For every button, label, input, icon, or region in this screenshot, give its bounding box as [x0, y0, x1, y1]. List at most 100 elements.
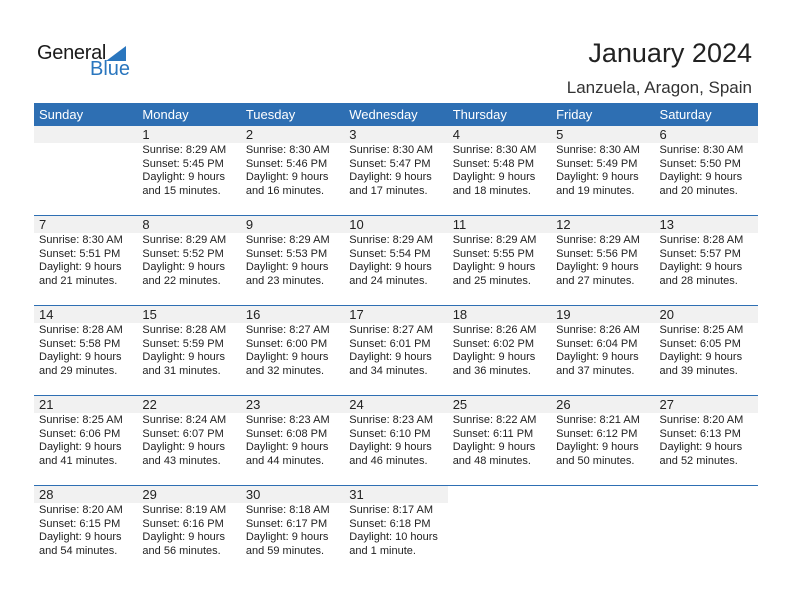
weekday-sunday: Sunday: [39, 107, 84, 122]
sunset-text: Sunset: 6:01 PM: [349, 337, 431, 350]
day-number: 20: [654, 306, 758, 323]
sunrise-text: Sunrise: 8:23 AM: [349, 414, 434, 426]
day-details: Sunrise: 8:26 AM Sunset: 6:04 PM Daylight:…: [551, 323, 654, 378]
day-details: Sunrise: 8:23 AM Sunset: 6:10 PM Daylight:…: [344, 413, 447, 468]
day-details: Sunrise: 8:29 AM Sunset: 5:52 PM Daylight:…: [137, 233, 240, 288]
day-details: Sunrise: 8:29 AM Sunset: 5:56 PM Daylight:…: [551, 233, 654, 288]
day-cell: 13 Sunrise: 8:28 AM Sunset: 5:57 PM Dayligh…: [654, 216, 758, 305]
daylight-minutes-text: and 44 minutes.: [245, 454, 325, 467]
daylight-text: Daylight: 9 hours: [349, 351, 432, 363]
day-number: 24: [344, 396, 448, 413]
sunset-text: Sunset: 5:57 PM: [659, 247, 741, 260]
daylight-minutes-text: and 18 minutes.: [452, 184, 531, 197]
week-row: 28 Sunrise: 8:20 AM Sunset: 6:15 PM Dayligh…: [34, 485, 758, 575]
sunset-text: Sunset: 5:51 PM: [39, 247, 121, 260]
daylight-minutes-text: and 19 minutes.: [556, 184, 635, 197]
sunset-text: Sunset: 6:10 PM: [349, 427, 431, 440]
sunrise-text: Sunrise: 8:21 AM: [556, 414, 640, 426]
daylight-minutes-text: and 56 minutes.: [142, 544, 221, 557]
day-number: 26: [551, 396, 655, 413]
sunset-text: Sunset: 6:08 PM: [245, 427, 328, 440]
day-cell: 11 Sunrise: 8:29 AM Sunset: 5:55 PM Dayligh…: [447, 216, 552, 305]
daylight-minutes-text: and 28 minutes.: [659, 274, 738, 287]
daylight-minutes-text: and 52 minutes.: [659, 454, 738, 467]
daylight-minutes-text: and 25 minutes.: [452, 274, 531, 287]
day-cell: 17 Sunrise: 8:27 AM Sunset: 6:01 PM Dayligh…: [344, 306, 448, 395]
day-cell: 1 Sunrise: 8:29 AM Sunset: 5:45 PM Daylight…: [137, 126, 241, 216]
day-cell: 9 Sunrise: 8:29 AM Sunset: 5:53 PM Daylight…: [240, 216, 345, 305]
daylight-minutes-text: and 17 minutes.: [349, 184, 428, 197]
day-cell: 20 Sunrise: 8:25 AM Sunset: 6:05 PM Dayligh…: [654, 306, 758, 395]
day-cell: 30 Sunrise: 8:18 AM Sunset: 6:17 PM Dayligh…: [240, 486, 345, 575]
logo-text-blue: Blue: [90, 58, 131, 80]
day-cell: 26 Sunrise: 8:21 AM Sunset: 6:12 PM Dayligh…: [551, 396, 655, 485]
day-details: Sunrise: 8:29 AM Sunset: 5:54 PM Daylight:…: [344, 233, 447, 288]
day-cell: 12 Sunrise: 8:29 AM Sunset: 5:56 PM Dayligh…: [551, 216, 655, 305]
day-number: 21: [34, 396, 138, 413]
week-row: 21 Sunrise: 8:25 AM Sunset: 6:06 PM Dayligh…: [34, 395, 758, 485]
day-details: Sunrise: 8:30 AM Sunset: 5:46 PM Daylight:…: [241, 143, 344, 198]
day-details: Sunrise: 8:28 AM Sunset: 5:58 PM Daylight:…: [34, 323, 137, 378]
daylight-minutes-text: and 27 minutes.: [556, 274, 635, 287]
sunrise-text: Sunrise: 8:25 AM: [39, 414, 123, 426]
logo-text-general: General: [37, 42, 107, 64]
day-number: 30: [240, 486, 345, 503]
daylight-text: Daylight: 9 hours: [659, 261, 743, 273]
daylight-minutes-text: and 34 minutes.: [349, 364, 428, 377]
daylight-text: Daylight: 9 hours: [556, 351, 639, 363]
empty-cell: [655, 486, 758, 575]
daylight-minutes-text: and 23 minutes.: [245, 274, 325, 287]
sunrise-text: Sunrise: 8:26 AM: [452, 324, 537, 336]
day-details: Sunrise: 8:30 AM Sunset: 5:48 PM Daylight:…: [448, 143, 551, 198]
sunrise-text: Sunrise: 8:26 AM: [556, 324, 640, 336]
daylight-text: Daylight: 9 hours: [452, 261, 536, 273]
sunset-text: Sunset: 6:04 PM: [556, 337, 638, 350]
day-details: Sunrise: 8:22 AM Sunset: 6:11 PM Daylight:…: [448, 413, 551, 468]
sunrise-text: Sunrise: 8:30 AM: [452, 144, 537, 156]
day-cell: 15 Sunrise: 8:28 AM Sunset: 5:59 PM Dayligh…: [137, 306, 241, 395]
daylight-minutes-text: and 54 minutes.: [39, 544, 118, 557]
sunrise-text: Sunrise: 8:19 AM: [142, 504, 227, 516]
daylight-minutes-text: and 43 minutes.: [142, 454, 221, 467]
day-number: 17: [344, 306, 448, 323]
empty-cell: [551, 486, 654, 575]
sunrise-text: Sunrise: 8:28 AM: [39, 324, 123, 336]
sunset-text: Sunset: 5:58 PM: [39, 337, 121, 350]
daylight-minutes-text: and 15 minutes.: [142, 184, 221, 197]
daylight-text: Daylight: 9 hours: [245, 351, 329, 363]
day-cell: 3 Sunrise: 8:30 AM Sunset: 5:47 PM Daylight…: [344, 126, 448, 216]
day-details: Sunrise: 8:18 AM Sunset: 6:17 PM Daylight:…: [241, 503, 344, 558]
weekday-friday: Friday: [556, 107, 593, 122]
day-number: 29: [137, 486, 241, 503]
empty-cell: [448, 486, 551, 575]
day-details: Sunrise: 8:27 AM Sunset: 6:01 PM Daylight:…: [344, 323, 447, 378]
day-details: Sunrise: 8:23 AM Sunset: 6:08 PM Daylight:…: [241, 413, 344, 468]
sunset-text: Sunset: 5:52 PM: [142, 247, 224, 260]
daylight-minutes-text: and 50 minutes.: [556, 454, 635, 467]
sunset-text: Sunset: 5:55 PM: [452, 247, 535, 260]
day-number: 2: [240, 126, 345, 143]
sunrise-text: Sunrise: 8:29 AM: [142, 144, 227, 156]
day-cell: 18 Sunrise: 8:26 AM Sunset: 6:02 PM Dayligh…: [447, 306, 552, 395]
week-row: 1 Sunrise: 8:29 AM Sunset: 5:45 PM Daylight…: [34, 126, 758, 216]
day-number: 4: [447, 126, 552, 143]
day-details: Sunrise: 8:29 AM Sunset: 5:45 PM Daylight:…: [137, 143, 240, 198]
sunrise-text: Sunrise: 8:30 AM: [39, 234, 123, 246]
day-details: Sunrise: 8:25 AM Sunset: 6:05 PM Daylight:…: [655, 323, 758, 378]
sunrise-text: Sunrise: 8:30 AM: [245, 144, 330, 156]
sunrise-text: Sunrise: 8:17 AM: [349, 504, 434, 516]
sunset-text: Sunset: 5:50 PM: [659, 157, 741, 170]
day-number: 13: [654, 216, 758, 233]
day-details: Sunrise: 8:17 AM Sunset: 6:18 PM Daylight:…: [344, 503, 447, 558]
sunrise-text: Sunrise: 8:29 AM: [349, 234, 434, 246]
day-details: Sunrise: 8:30 AM Sunset: 5:51 PM Daylight:…: [34, 233, 137, 288]
sunset-text: Sunset: 5:47 PM: [349, 157, 431, 170]
day-number: 23: [240, 396, 345, 413]
daylight-text: Daylight: 9 hours: [659, 351, 743, 363]
day-number: 15: [137, 306, 241, 323]
week-row: 7 Sunrise: 8:30 AM Sunset: 5:51 PM Daylight…: [34, 215, 758, 305]
sunset-text: Sunset: 5:46 PM: [245, 157, 328, 170]
sunset-text: Sunset: 5:53 PM: [245, 247, 328, 260]
sunrise-text: Sunrise: 8:20 AM: [659, 414, 744, 426]
day-number: 8: [137, 216, 241, 233]
